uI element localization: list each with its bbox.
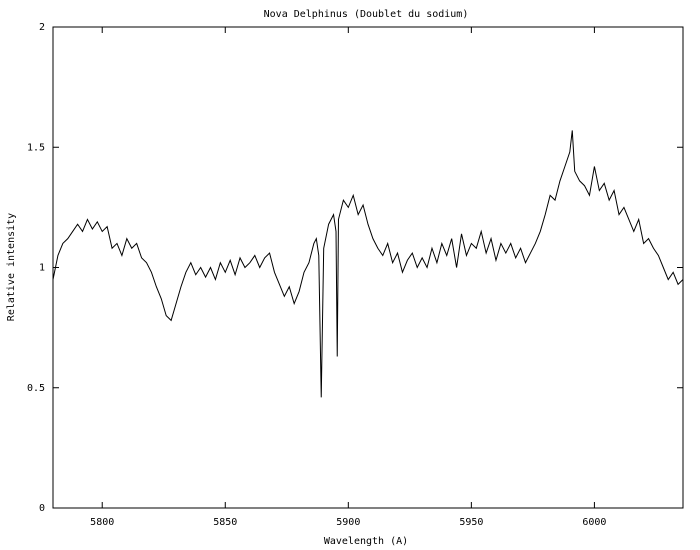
spectrum-line: [52, 130, 684, 398]
x-tick-label: 5850: [213, 517, 237, 528]
x-axis-label: Wavelength (A): [324, 536, 408, 547]
x-tick-label: 5950: [459, 517, 483, 528]
x-tick-label: 5900: [336, 517, 360, 528]
chart-title: Nova Delphinus (Doublet du sodium): [264, 9, 469, 20]
y-tick-label: 0.5: [27, 383, 45, 394]
y-tick-label: 1.5: [27, 142, 45, 153]
y-tick-label: 1: [39, 263, 45, 274]
y-axis-label: Relative intensity: [6, 213, 17, 321]
y-tick-label: 0: [39, 503, 45, 514]
y-tick-label: 2: [39, 22, 45, 33]
x-tick-label: 6000: [582, 517, 606, 528]
x-tick-label: 5800: [90, 517, 114, 528]
